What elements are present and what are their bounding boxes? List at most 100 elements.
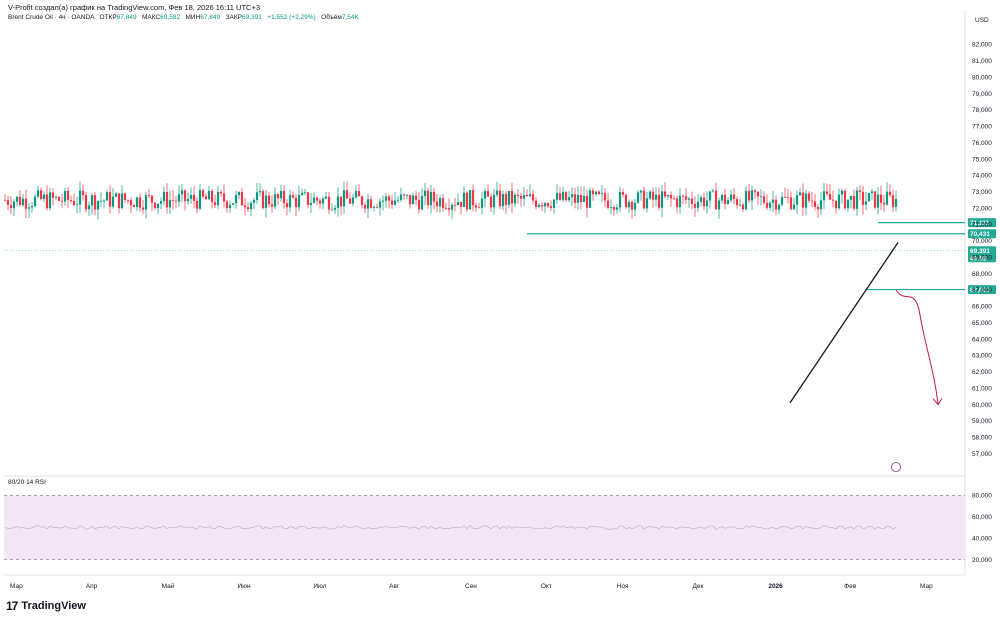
candle-body xyxy=(510,191,514,204)
candle-body xyxy=(3,199,7,201)
candle-body xyxy=(21,198,25,206)
time-tick-label: Ноя xyxy=(617,583,629,590)
candle-body xyxy=(585,195,589,208)
candle-body xyxy=(651,191,655,200)
symbol-name[interactable]: Brent Crude Oil · 4ч · OANDA xyxy=(8,14,95,21)
candle-body xyxy=(315,197,319,201)
candle-body xyxy=(729,194,733,201)
candle-body xyxy=(840,190,844,195)
candle-body xyxy=(885,191,889,205)
candle-body xyxy=(216,191,220,206)
price-tick-label: 81,000 xyxy=(972,58,992,65)
candle-body xyxy=(276,194,280,199)
change-value: +1,552 (+2,29%) xyxy=(267,14,316,21)
candle-body xyxy=(321,198,325,204)
candle-body xyxy=(54,196,58,198)
candle-body xyxy=(174,200,178,202)
candle-body xyxy=(162,191,166,202)
tradingview-logo[interactable]: 17 TradingView xyxy=(6,599,86,613)
price-tick-label: 79,000 xyxy=(972,91,992,98)
tradingview-mark-icon: 17 xyxy=(6,599,18,613)
candle-body xyxy=(135,197,139,208)
candle-body xyxy=(177,194,181,202)
candle-body xyxy=(318,200,322,204)
candle-body xyxy=(258,191,262,193)
candle-body xyxy=(456,201,460,205)
candle-body xyxy=(189,194,193,199)
candle-body xyxy=(78,190,82,205)
candle-body xyxy=(327,196,331,210)
candle-body xyxy=(225,201,229,209)
candle-body xyxy=(726,200,730,205)
time-tick-label: Сен xyxy=(465,583,477,590)
candle-body xyxy=(393,200,397,205)
candle-body xyxy=(438,198,442,207)
candle-body xyxy=(384,196,388,201)
forecast-arrowhead xyxy=(932,398,943,406)
candle-body xyxy=(414,195,418,200)
candle-body xyxy=(90,195,94,206)
candle-body xyxy=(699,197,703,202)
candle-body xyxy=(711,190,715,192)
candle-body xyxy=(252,200,256,203)
price-tick-label: 66,000 xyxy=(972,304,992,311)
candle-body xyxy=(201,190,205,197)
candle-body xyxy=(447,207,451,210)
candle-body xyxy=(390,200,394,205)
candle-body xyxy=(891,195,895,207)
price-tick-label: 58,000 xyxy=(972,435,992,442)
candle-body xyxy=(627,201,631,208)
rsi-line xyxy=(4,524,897,530)
candle-body xyxy=(72,200,76,206)
candle-body xyxy=(207,190,211,200)
candle-body xyxy=(192,194,196,201)
time-tick-label: Фев xyxy=(844,583,857,590)
candles xyxy=(3,181,898,220)
candle-body xyxy=(120,193,124,209)
candle-body xyxy=(36,190,40,197)
candle-body xyxy=(873,191,877,208)
candle-body xyxy=(402,194,406,196)
candle-body xyxy=(183,190,187,202)
candle-body xyxy=(522,194,526,199)
candle-body xyxy=(339,196,343,207)
level-price-label: 70,431 xyxy=(970,231,990,238)
time-tick-label: Июн xyxy=(238,583,252,590)
candle-body xyxy=(270,204,274,207)
candle-body xyxy=(792,204,796,210)
candle-body xyxy=(309,202,313,205)
price-tick-label: 80,000 xyxy=(972,74,992,81)
candle-body xyxy=(246,207,250,210)
candle-body xyxy=(249,202,253,210)
candle-body xyxy=(372,206,376,208)
candle-body xyxy=(48,192,52,209)
price-tick-label: 77,000 xyxy=(972,124,992,131)
candle-body xyxy=(612,207,616,210)
candle-body xyxy=(774,199,778,210)
volume-label: Объём xyxy=(321,14,342,21)
candle-body xyxy=(396,199,400,201)
rsi-indicator-label[interactable]: 80/20 14 RSI xyxy=(8,479,46,486)
price-tick-label: 74,000 xyxy=(972,173,992,180)
candle-body xyxy=(558,193,562,200)
candle-body xyxy=(882,202,886,205)
candle-body xyxy=(354,191,358,198)
candle-body xyxy=(570,194,574,198)
time-tick-label: Май xyxy=(162,582,175,590)
candle-body xyxy=(477,207,481,209)
rsi-pane xyxy=(4,495,965,560)
candle-body xyxy=(195,200,199,209)
candle-body xyxy=(666,194,670,197)
candle-body xyxy=(528,194,532,197)
candle-body xyxy=(696,201,700,208)
candle-body xyxy=(12,201,16,209)
time-tick-label: 2026 xyxy=(768,583,783,590)
candle-body xyxy=(603,193,607,201)
candle-body xyxy=(357,191,361,197)
currency-label: USD xyxy=(975,17,989,24)
price-tick-label: 72,000 xyxy=(972,205,992,212)
candle-body xyxy=(639,190,643,193)
price-tick-label: 75,000 xyxy=(972,156,992,163)
